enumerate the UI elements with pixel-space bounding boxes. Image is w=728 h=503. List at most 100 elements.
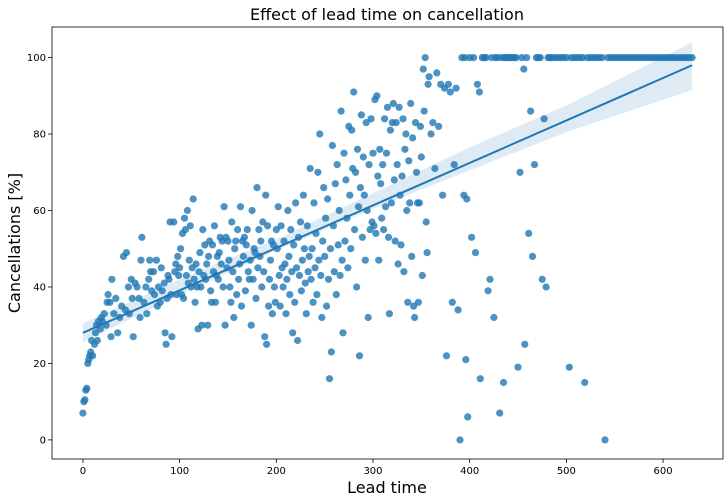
data-point [361,256,369,264]
data-point [394,260,402,268]
data-point [452,84,460,92]
data-point [354,203,363,211]
data-point [377,180,385,188]
data-point [298,256,306,264]
data-point [211,298,219,306]
data-point [328,141,336,150]
data-point [299,191,307,199]
data-point [264,222,272,230]
data-point [262,191,270,199]
data-point [226,283,234,291]
data-point [182,271,190,280]
data-point [180,214,189,222]
data-point [137,256,145,264]
data-point [527,107,535,115]
data-point [424,80,432,88]
data-point [321,252,329,260]
y-tick-label: 80 [33,130,46,141]
data-point [165,275,173,283]
data-point [231,245,239,253]
data-point [386,126,394,134]
data-point [330,268,338,276]
data-point [208,241,217,249]
data-point [282,310,290,318]
data-point [327,348,335,356]
data-point [152,256,160,264]
data-point [422,218,430,226]
y-tick-label: 100 [27,53,46,64]
data-point [138,233,146,241]
data-point [263,340,271,348]
data-point [411,119,420,127]
data-point [295,271,304,280]
data-point [272,226,280,234]
data-point [108,275,116,283]
data-point [473,80,481,88]
data-point [239,252,247,260]
data-point [409,134,417,142]
data-point [314,168,322,176]
data-point [255,226,263,234]
data-point [448,298,456,306]
confidence-band [82,42,693,343]
data-point [446,88,454,96]
data-point [233,291,241,299]
data-point [279,283,287,291]
x-tick-label: 200 [267,466,286,477]
data-point [251,249,259,257]
data-point [265,275,274,283]
data-point [538,275,546,283]
data-point [542,283,550,291]
data-point [530,161,539,169]
data-point [358,233,366,241]
data-point [220,203,228,211]
data-point [319,237,327,245]
data-point [199,226,207,234]
data-point [373,92,381,100]
data-point [185,256,193,264]
data-point [456,436,464,444]
data-point [521,340,529,348]
data-point [96,325,104,333]
data-point [170,218,178,226]
data-point [336,271,344,280]
data-point [353,283,361,291]
data-point [217,260,225,268]
data-point [486,275,494,283]
data-point [471,249,480,257]
data-point [355,352,364,360]
data-point [313,291,321,299]
data-point [294,336,302,345]
data-point [189,195,197,203]
data-point [310,199,318,207]
data-point [403,206,411,215]
x-tick-label: 400 [460,466,479,477]
data-point [352,168,360,176]
data-point [160,279,168,287]
data-point [416,122,424,130]
data-point [334,241,342,249]
data-point [423,249,431,257]
data-point [476,375,484,383]
data-point [79,409,87,417]
x-tick-label: 300 [363,466,382,477]
data-point [464,413,472,421]
data-point [359,153,367,161]
data-point [205,252,213,260]
data-point [259,218,267,226]
data-point [281,260,289,268]
data-point [175,271,183,280]
data-point [158,287,166,295]
data-point [332,291,340,299]
data-point [288,268,296,276]
data-point [106,298,114,306]
data-point [248,206,256,215]
data-point [435,122,443,130]
data-point [317,271,325,280]
data-point [379,161,387,169]
data-point [305,252,313,260]
data-point [523,54,531,62]
data-point [514,363,522,371]
data-point [385,310,393,318]
data-point [210,222,218,230]
